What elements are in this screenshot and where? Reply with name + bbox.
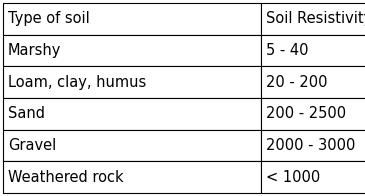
Bar [3, 3, 261, 35]
Bar [3, 35, 261, 66]
Text: 5 - 40: 5 - 40 [266, 43, 308, 58]
Text: Sand: Sand [8, 106, 45, 121]
Text: < 1000: < 1000 [266, 170, 320, 185]
Bar [261, 35, 365, 66]
Bar [261, 66, 365, 98]
Text: Marshy: Marshy [8, 43, 61, 58]
Bar [3, 130, 261, 161]
Text: Type of soil: Type of soil [8, 11, 90, 26]
Text: Soil Resistivity: Soil Resistivity [266, 11, 365, 26]
Text: 200 - 2500: 200 - 2500 [266, 106, 346, 121]
Text: Loam, clay, humus: Loam, clay, humus [8, 75, 146, 90]
Bar [3, 66, 261, 98]
Text: Gravel: Gravel [8, 138, 56, 153]
Text: 2000 - 3000: 2000 - 3000 [266, 138, 356, 153]
Text: 20 - 200: 20 - 200 [266, 75, 327, 90]
Text: Weathered rock: Weathered rock [8, 170, 124, 185]
Bar [261, 130, 365, 161]
Bar [3, 161, 261, 193]
Bar [261, 161, 365, 193]
Bar [261, 3, 365, 35]
Bar [261, 98, 365, 130]
Bar [3, 98, 261, 130]
